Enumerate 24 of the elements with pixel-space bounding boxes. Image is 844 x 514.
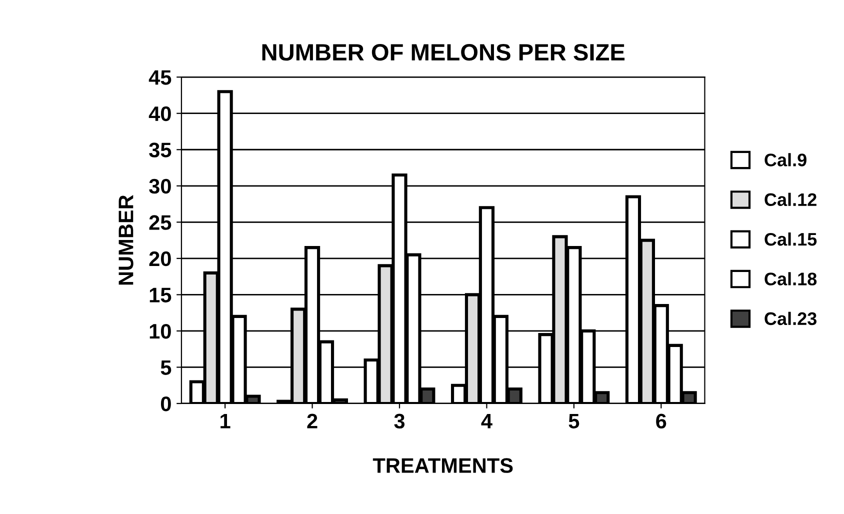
legend-label: Cal.23 [764,312,816,326]
y-tick-label: 30 [149,178,171,194]
x-tick-label: 6 [656,414,666,429]
legend-label: Cal.9 [764,153,806,166]
x-tick-label: 2 [307,414,318,428]
y-tick-label: 15 [150,288,172,302]
y-axis-title: NUMBER [118,195,134,285]
y-tick-label: 45 [148,70,172,85]
y-tick-label: 35 [149,142,172,158]
y-tick-label: 5 [160,360,172,375]
x-tick-label: 1 [220,414,230,428]
y-tick-label: 40 [148,106,171,122]
y-tick-label: 10 [150,324,171,339]
y-tick-label: 0 [160,396,171,412]
x-tick-label: 3 [394,414,405,429]
x-axis-title: TREATMENTS [372,458,513,473]
legend-label: Cal.15 [764,232,817,246]
x-tick-label: 5 [568,414,580,429]
y-tick-label: 20 [149,251,171,266]
legend-label: Cal.18 [764,272,817,286]
x-tick-label: 4 [481,414,492,428]
legend-label: Cal.12 [764,192,816,206]
chart-title: NUMBER OF MELONS PER SIZE [262,44,625,61]
y-tick-label: 25 [149,215,172,230]
